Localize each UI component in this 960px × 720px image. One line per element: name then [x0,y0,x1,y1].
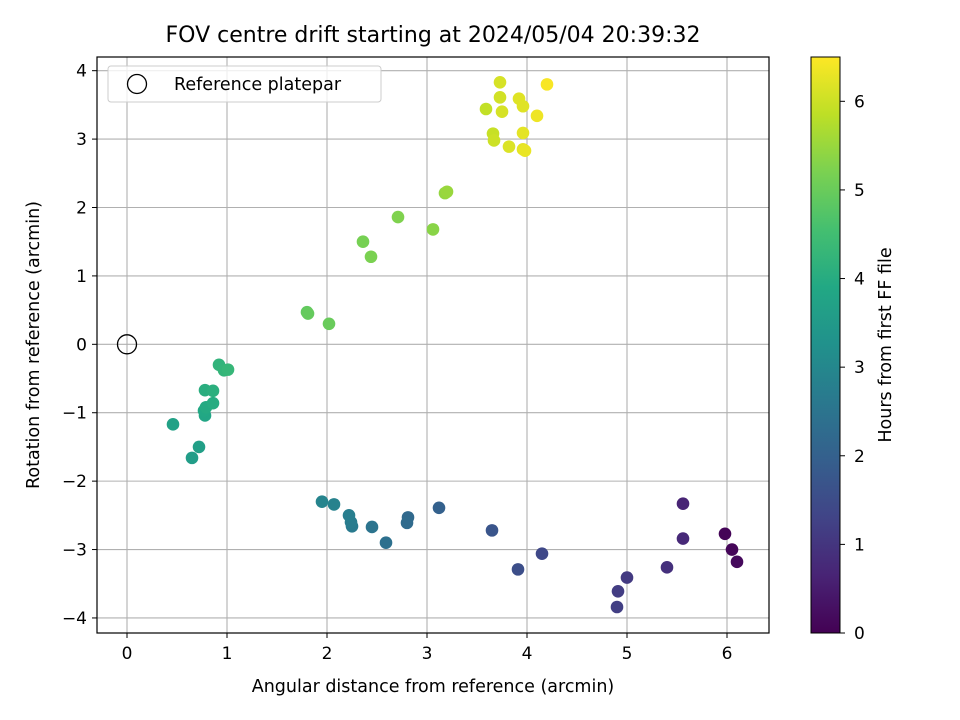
data-point [493,76,507,89]
x-axis-ticks: 0 1 2 3 4 5 6 [122,633,733,664]
y-axis-ticks: 4 3 2 1 0 −1 −2 −3 −4 [62,62,97,629]
y-tick-label: −4 [62,609,87,629]
data-point [511,563,525,576]
data-point [432,501,446,515]
data-point [479,102,493,116]
y-tick-label: 1 [76,267,87,287]
y-tick-label: −3 [62,541,87,561]
data-point [502,140,516,153]
y-tick-label: −1 [62,404,87,424]
y-tick-label: 0 [76,335,87,355]
chart-title: FOV centre drift starting at 2024/05/04 … [166,23,701,48]
x-tick-label: 6 [722,644,733,664]
x-axis-label: Angular distance from reference (arcmin) [252,677,615,697]
data-point [206,384,220,398]
data-point [327,498,341,511]
x-tick-label: 0 [122,644,133,664]
y-axis-label: Rotation from reference (arcmin) [24,201,44,489]
data-point [718,527,732,541]
data-point [620,571,634,584]
x-tick-label: 2 [322,644,333,664]
data-point [426,223,440,236]
colorbar-tick-label: 4 [854,270,865,290]
data-point [611,584,625,598]
data-point [185,451,199,465]
y-tick-label: 2 [76,198,87,218]
x-tick-label: 3 [422,644,433,664]
data-point [530,109,544,123]
data-point [400,516,414,530]
data-point [730,555,744,569]
data-point [516,99,530,113]
data-point [322,317,336,331]
data-point [365,520,379,534]
legend-marker-reference [126,73,148,95]
colorbar-tick-label: 6 [854,92,865,112]
grid-lines [97,57,769,633]
data-point [440,185,454,199]
data-point [192,440,206,454]
data-point [540,78,554,91]
data-point [485,524,499,537]
data-point [516,126,530,140]
colorbar: 0 1 2 3 4 5 6 Hours from first FF file [810,56,896,644]
legend: Reference platepar [107,65,382,103]
data-point [487,134,501,147]
reference-platepar-marker [116,334,138,355]
colorbar-tick-label: 5 [854,181,865,201]
data-point [356,235,370,249]
colorbar-tick-label: 3 [854,358,865,378]
colorbar-tick-label: 0 [854,624,865,644]
colorbar-gradient [810,56,841,634]
colorbar-tick-label: 2 [854,447,865,467]
data-points [166,76,744,614]
colorbar-tick-label: 1 [854,535,865,555]
data-point [676,532,690,545]
data-point [364,250,378,264]
data-point [342,509,356,522]
data-point [610,600,624,614]
y-tick-label: −2 [62,472,87,492]
data-point [166,418,180,431]
data-point [493,91,507,104]
data-point [315,495,329,508]
y-tick-label: 4 [76,62,87,82]
legend-label-reference: Reference platepar [174,75,342,95]
x-tick-label: 5 [622,644,633,664]
data-point [301,307,315,320]
data-point [660,561,674,574]
data-point [518,144,532,158]
data-point [379,536,393,550]
colorbar-label: Hours from first FF file [876,247,896,442]
data-point [391,210,405,224]
colorbar-ticks: 0 1 2 3 4 5 6 [840,92,865,644]
y-tick-label: 3 [76,130,87,150]
x-tick-label: 4 [522,644,533,664]
plot-frame [96,56,770,634]
data-point [206,396,220,410]
legend-box [107,65,382,103]
x-tick-label: 1 [222,644,233,664]
data-point [535,547,549,560]
data-point [676,497,690,511]
data-point [725,543,739,556]
data-point [495,105,509,119]
data-point [221,363,235,376]
